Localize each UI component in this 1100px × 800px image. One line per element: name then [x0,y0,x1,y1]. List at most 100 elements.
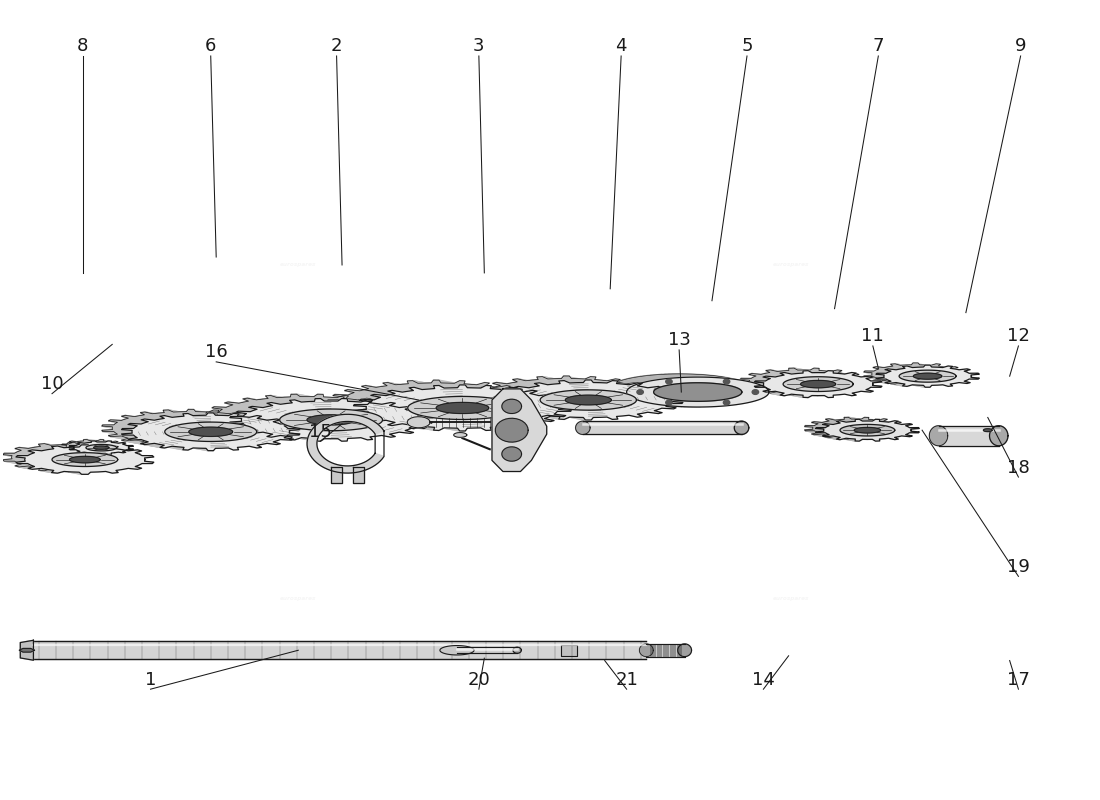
Polygon shape [18,462,31,465]
Polygon shape [72,441,85,443]
Polygon shape [18,462,34,466]
Polygon shape [513,413,539,417]
Polygon shape [425,383,451,388]
Polygon shape [116,423,135,427]
Polygon shape [741,378,766,381]
Polygon shape [141,413,164,418]
Polygon shape [407,381,434,389]
Polygon shape [888,366,900,369]
Polygon shape [70,449,78,450]
Polygon shape [639,644,653,657]
Polygon shape [34,446,54,450]
Polygon shape [33,641,647,659]
Polygon shape [798,393,818,396]
Polygon shape [844,418,859,419]
Polygon shape [134,440,159,444]
Polygon shape [163,410,188,414]
Polygon shape [678,644,692,657]
Polygon shape [644,402,664,406]
Polygon shape [243,401,273,406]
Polygon shape [740,379,763,383]
Polygon shape [825,418,840,422]
Polygon shape [804,393,824,396]
Polygon shape [163,444,184,450]
Polygon shape [292,394,320,398]
Text: 20: 20 [468,670,491,689]
Polygon shape [653,402,674,406]
Polygon shape [34,447,47,450]
Polygon shape [220,420,246,426]
Polygon shape [610,386,628,390]
Polygon shape [344,390,374,395]
Polygon shape [631,400,652,403]
Polygon shape [874,377,888,380]
Polygon shape [224,402,252,407]
Polygon shape [412,423,444,430]
Polygon shape [328,406,367,411]
Polygon shape [472,398,505,402]
Polygon shape [816,424,829,426]
Polygon shape [848,438,862,441]
Polygon shape [637,401,658,405]
Polygon shape [548,413,576,418]
Polygon shape [66,470,81,474]
Polygon shape [848,418,862,421]
Polygon shape [34,467,47,470]
Polygon shape [174,412,199,416]
Polygon shape [262,432,293,437]
Polygon shape [891,364,905,368]
Polygon shape [532,380,553,384]
Polygon shape [749,382,763,384]
Polygon shape [840,425,894,436]
Polygon shape [635,377,654,381]
Polygon shape [84,440,91,442]
Polygon shape [227,406,253,412]
Polygon shape [888,381,900,383]
Polygon shape [905,383,917,385]
Polygon shape [740,383,763,386]
Polygon shape [158,413,178,417]
Polygon shape [362,386,395,394]
Polygon shape [542,377,570,383]
Polygon shape [243,429,273,434]
Polygon shape [913,373,942,379]
Polygon shape [493,386,518,392]
Text: 11: 11 [861,327,884,346]
Polygon shape [783,371,798,374]
Polygon shape [766,390,784,395]
Polygon shape [108,421,138,426]
Polygon shape [218,415,241,420]
Polygon shape [483,394,505,400]
Polygon shape [814,422,833,425]
Polygon shape [158,443,184,447]
Polygon shape [168,410,194,416]
Polygon shape [835,436,850,438]
Polygon shape [365,419,403,426]
Polygon shape [583,421,741,434]
Polygon shape [814,430,827,434]
Polygon shape [899,370,956,382]
Polygon shape [825,421,840,424]
Polygon shape [612,384,630,388]
Polygon shape [84,452,91,454]
Polygon shape [189,427,232,436]
Polygon shape [537,415,564,419]
Polygon shape [341,398,368,405]
Polygon shape [431,380,460,388]
Polygon shape [224,426,257,433]
Polygon shape [486,401,510,406]
Polygon shape [644,376,664,379]
Polygon shape [507,382,534,388]
Polygon shape [141,444,165,448]
Polygon shape [243,402,267,406]
Polygon shape [239,428,267,434]
Text: 5: 5 [741,38,752,55]
Text: 7: 7 [872,38,884,55]
Polygon shape [364,390,390,394]
Polygon shape [657,403,679,406]
Polygon shape [425,423,451,428]
Polygon shape [376,386,408,392]
Polygon shape [816,432,827,434]
Polygon shape [11,457,24,459]
Polygon shape [512,382,539,386]
